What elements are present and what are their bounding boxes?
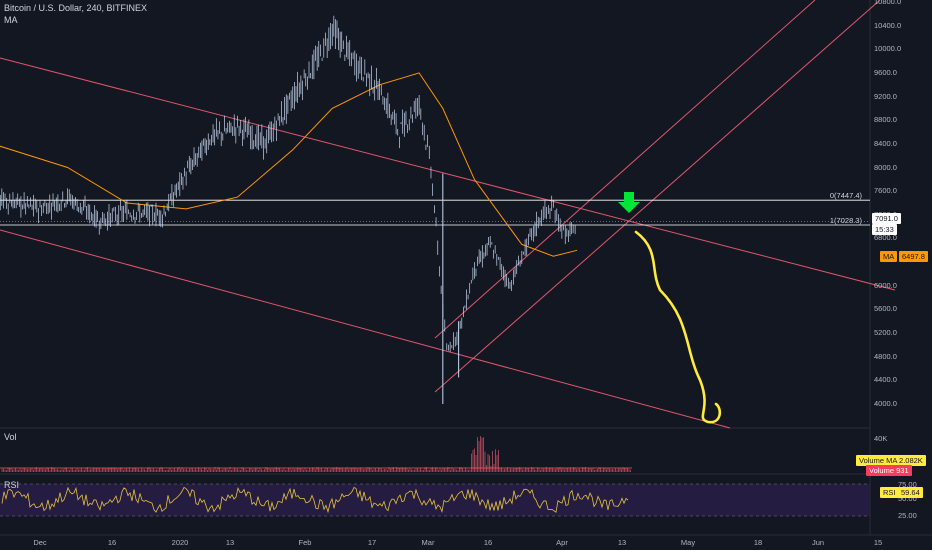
price-tick-label: 4400.0 xyxy=(874,375,897,385)
time-tick-label: 13 xyxy=(617,538,627,547)
time-tick-label: Jun xyxy=(811,538,825,547)
price-tick-label: 6000.0 xyxy=(874,280,897,290)
price-tick-label: 4000.0 xyxy=(874,399,897,408)
last-price-badge: 7091.0 xyxy=(872,213,901,225)
price-tick-label: 8400.0 xyxy=(874,138,897,148)
channel-line-lower xyxy=(434,0,816,339)
time-tick-label: 18 xyxy=(753,538,763,547)
descending-trendline-upper xyxy=(0,57,896,291)
price-tick-label: 9600.0 xyxy=(874,67,897,77)
rsi-badge-value: 59.64 xyxy=(898,487,923,498)
channel-line-upper xyxy=(434,0,881,393)
price-tick-label: 5600.0 xyxy=(874,304,897,314)
time-tick-label: Dec xyxy=(33,538,47,547)
price-tick-label: 6800.0 xyxy=(874,233,897,243)
time-tick-label: 13 xyxy=(225,538,235,547)
time-tick-label: Feb xyxy=(298,538,312,547)
volume-pane-label: Vol xyxy=(4,432,17,442)
fib-level-label: 0(7447.4) xyxy=(830,191,863,200)
rsi-band xyxy=(0,484,870,516)
price-tick-label: 4800.0 xyxy=(874,351,897,361)
rsi-tick-label: 75.00 xyxy=(898,480,917,489)
price-tick-label: 8800.0 xyxy=(874,115,897,125)
ma-badge-label: MA xyxy=(880,251,898,262)
price-tick-label: 8000.0 xyxy=(874,162,897,172)
rsi-pane-label: RSI xyxy=(4,480,20,490)
price-tick-label: 10800.0 xyxy=(874,0,902,6)
time-tick-label: Mar xyxy=(421,538,435,547)
price-tick-label: 5200.0 xyxy=(874,328,897,338)
rsi-tick-label: 25.00 xyxy=(898,511,917,520)
price-tick-label: 9200.0 xyxy=(874,91,897,101)
time-tick-label: Apr xyxy=(556,538,568,547)
rsi-badge-label: RSI xyxy=(880,487,899,498)
descending-trendline-lower xyxy=(0,229,731,429)
price-tick-label: 10000.0 xyxy=(874,44,902,54)
chart-title: Bitcoin / U.S. Dollar, 240, BITFINEX xyxy=(4,3,148,13)
price-tick-label: 7600.0 xyxy=(874,186,897,196)
projection-drawing xyxy=(634,230,722,424)
time-tick-label: 16 xyxy=(107,538,117,547)
countdown-badge: 15:33 xyxy=(872,224,897,236)
volume-axis-label: 40K xyxy=(874,434,888,443)
rsi-line xyxy=(1,486,629,514)
volume-badge: Volume 931 xyxy=(866,465,912,476)
ma-badge-value: 6497.8 xyxy=(899,251,928,262)
time-tick-label: 17 xyxy=(367,538,377,547)
volume-ma-badge: Volume MA 2.082K xyxy=(856,455,926,466)
moving-average-line xyxy=(0,72,578,257)
rsi-tick-label: 50.00 xyxy=(898,494,917,503)
fib-level-label: 1(7028.3) xyxy=(830,216,863,225)
time-tick-label: 2020 xyxy=(171,538,189,547)
time-tick-label: May xyxy=(680,538,696,547)
ma-indicator-label: MA xyxy=(4,15,18,25)
time-tick-label: 16 xyxy=(483,538,493,547)
down-arrow-annotation xyxy=(618,192,640,213)
price-tick-label: 10400.0 xyxy=(874,20,902,30)
time-tick-label: 15 xyxy=(873,538,883,547)
